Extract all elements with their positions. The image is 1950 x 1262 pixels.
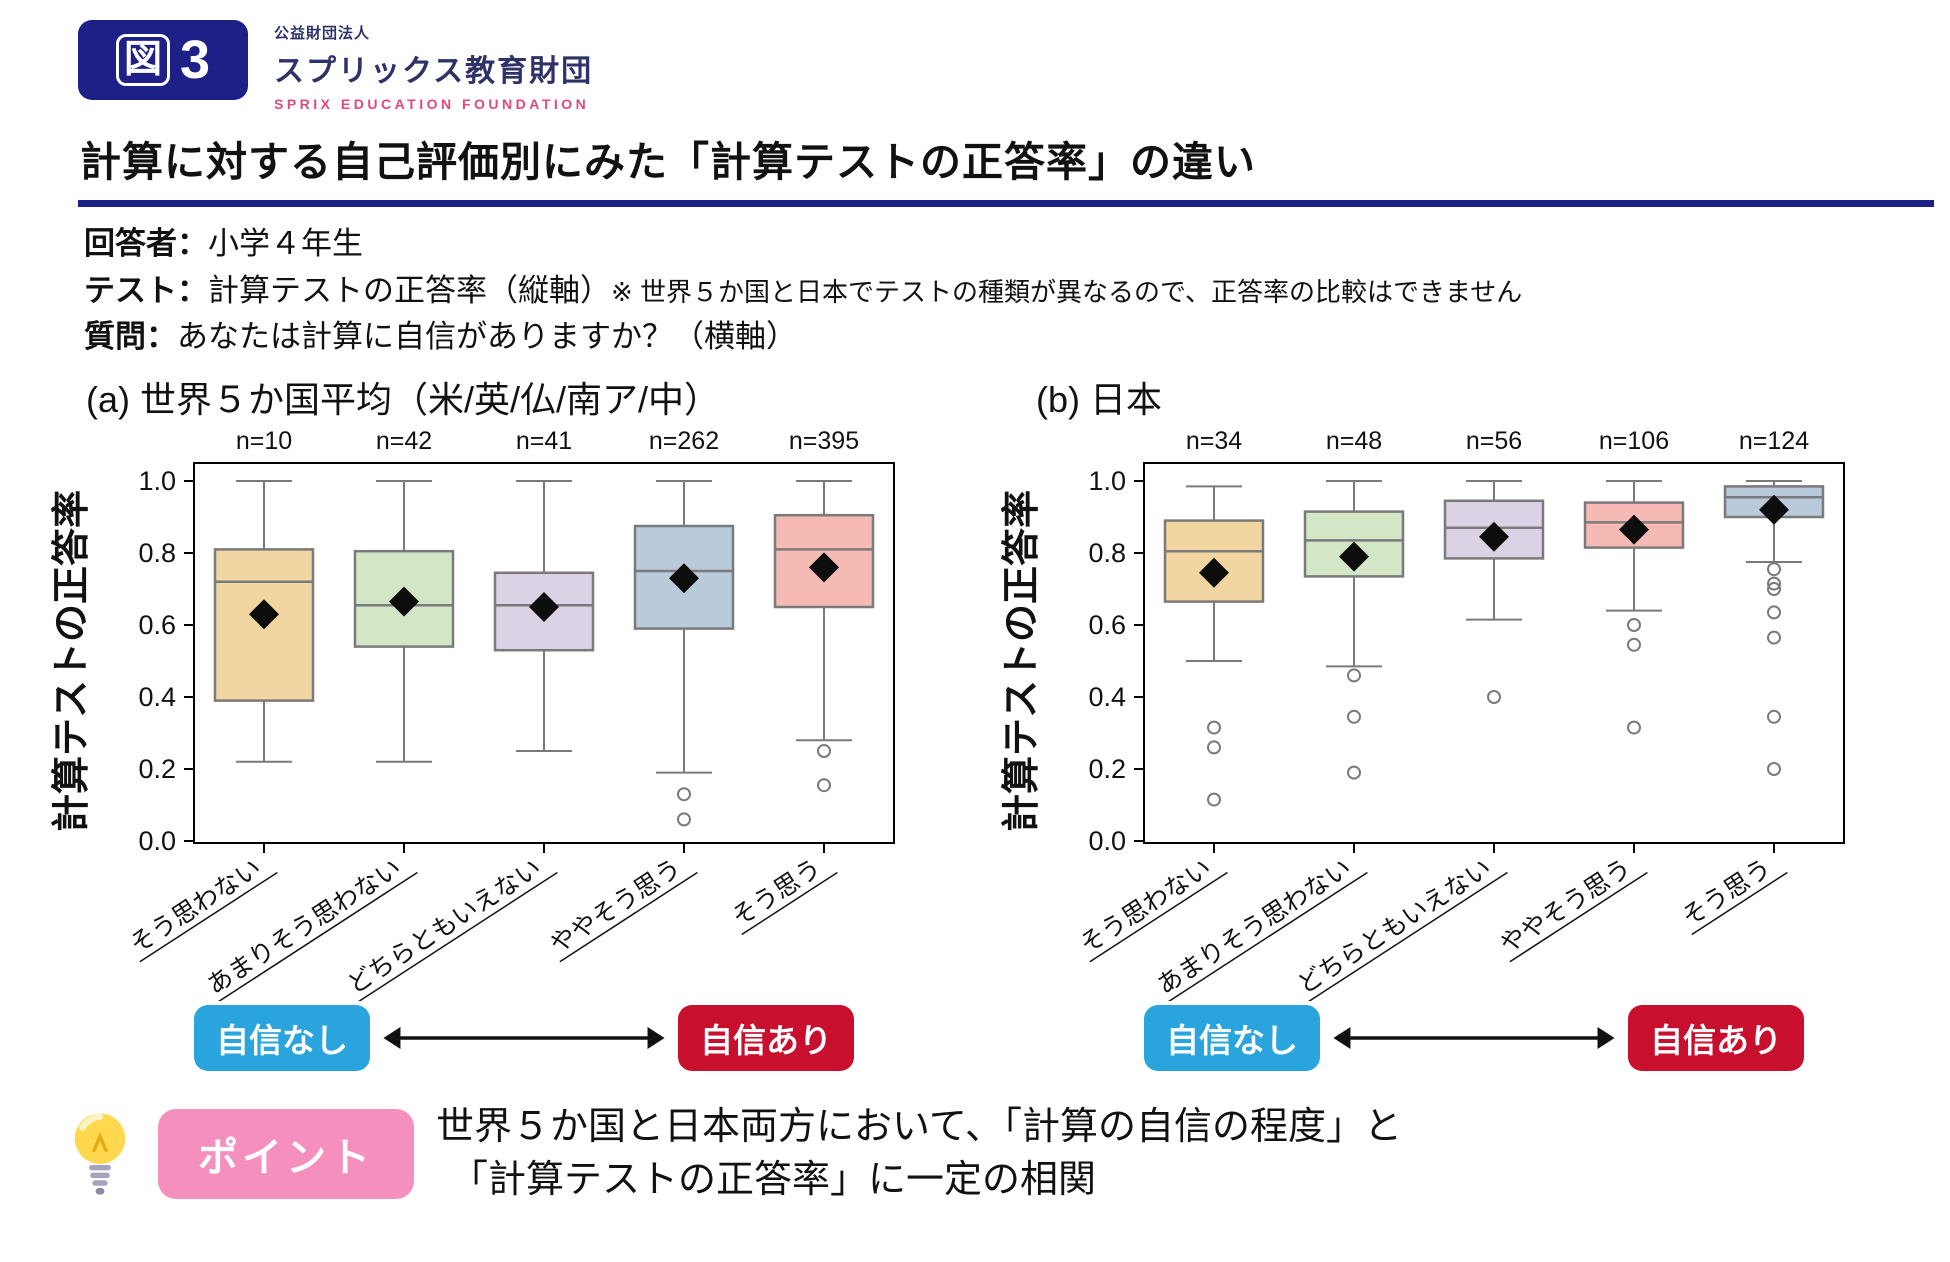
meta-respondent: 回答者：小学４年生 <box>84 221 1950 268</box>
panel-world-title-prefix: (a) <box>86 378 130 420</box>
meta-test: テスト：計算テストの正答率（縦軸）※ 世界５か国と日本でテストの種類が異なるので… <box>84 268 1950 315</box>
meta-test-value: 計算テストの正答率（縦軸） <box>208 272 611 308</box>
svg-text:0.4: 0.4 <box>1088 682 1126 712</box>
panel-japan-title: (b) 日本 <box>994 371 1944 423</box>
meta-test-note: ※ 世界５か国と日本でテストの種類が異なるので、正答率の比較はできません <box>611 276 1523 307</box>
boxplot-chart-japan: 0.0 0.2 0.4 0.6 0.8 1.0 計算テストの正答率 n=34 そう思わない n=4… <box>1001 427 1845 1001</box>
svg-text:そう思う: そう思う <box>727 853 826 931</box>
svg-text:0.0: 0.0 <box>138 826 176 856</box>
svg-text:ややそう思う: ややそう思う <box>545 853 686 958</box>
svg-text:n=10: n=10 <box>236 427 292 455</box>
svg-text:n=124: n=124 <box>1739 427 1809 455</box>
svg-text:計算テストの正答率: 計算テストの正答率 <box>1001 489 1043 831</box>
figure-kanji: 図 <box>115 34 170 86</box>
svg-text:n=48: n=48 <box>1326 427 1382 455</box>
title-underline <box>78 200 1934 207</box>
no-confidence-badge: 自信なし <box>1144 1004 1320 1071</box>
double-arrow-icon <box>1333 1026 1615 1049</box>
point-text-line1: 世界５か国と日本両方において、「計算の自信の程度」と <box>436 1105 1402 1148</box>
svg-text:そう思う: そう思う <box>1677 853 1776 931</box>
survey-meta: 回答者：小学４年生 テスト：計算テストの正答率（縦軸）※ 世界５か国と日本でテス… <box>0 207 1950 361</box>
no-confidence-badge: 自信なし <box>194 1004 370 1071</box>
confidence-badge: 自信あり <box>1628 1004 1804 1071</box>
double-arrow-icon <box>383 1026 665 1049</box>
logo-org-name-en: SPRIX EDUCATION FOUNDATION <box>274 96 590 112</box>
header: 図 3 公益財団法人 スプリックス教育財団 SPRIX EDUCATION FO… <box>0 0 1950 112</box>
meta-question-value: あなたは計算に自信がありますか？（横軸） <box>177 319 797 354</box>
svg-text:0.6: 0.6 <box>138 610 176 640</box>
boxplot-chart-world: 0.0 0.2 0.4 0.6 0.8 1.0 計算テストの正答率 n=10 そう思わない n=4… <box>51 427 895 1001</box>
svg-text:1.0: 1.0 <box>1088 466 1126 496</box>
panel-world-title: (a) 世界５か国平均（米/英/仏/南ア/中） <box>44 371 994 423</box>
confidence-badge: 自信あり <box>678 1004 854 1071</box>
meta-test-label: テスト： <box>84 272 208 308</box>
panel-japan-title-prefix: (b) <box>1036 378 1080 420</box>
confidence-scale-japan: 自信なし 自信あり <box>1144 1004 1804 1071</box>
svg-text:ややそう思う: ややそう思う <box>1495 853 1636 958</box>
panel-japan: (b) 日本 0.0 0.2 0.4 0.6 0.8 1.0 計算テストの正答率 n=34 そう… <box>994 371 1944 1071</box>
svg-text:そう思わない: そう思わない <box>1075 853 1216 958</box>
confidence-scale-world: 自信なし 自信あり <box>194 1004 854 1071</box>
point-text: 世界５か国と日本両方において、「計算の自信の程度」と 「計算テストの正答率」に一… <box>436 1101 1402 1209</box>
svg-text:0.2: 0.2 <box>1088 754 1126 784</box>
svg-text:n=262: n=262 <box>649 427 719 455</box>
svg-text:1.0: 1.0 <box>138 466 176 496</box>
lightbulb-icon <box>74 1113 126 1195</box>
svg-text:そう思わない: そう思わない <box>125 853 266 958</box>
svg-text:n=34: n=34 <box>1186 427 1242 455</box>
point-badge: ポイント <box>158 1109 414 1200</box>
logo-org-type: 公益財団法人 <box>274 25 371 42</box>
figure-number: 3 <box>179 30 211 90</box>
svg-text:0.4: 0.4 <box>138 682 176 712</box>
point-text-line2: 「計算テストの正答率」に一定の相関 <box>450 1159 1097 1202</box>
meta-respondent-value: 小学４年生 <box>208 226 363 261</box>
svg-text:計算テストの正答率: 計算テストの正答率 <box>51 489 93 831</box>
meta-question: 質問：あなたは計算に自信がありますか？（横軸） <box>84 314 1950 361</box>
page-title: 計算に対する自己評価別にみた「計算テストの正答率」の違い <box>80 139 1256 185</box>
panel-japan-title-text: 日本 <box>1090 378 1163 420</box>
svg-text:0.6: 0.6 <box>1088 610 1126 640</box>
svg-text:n=395: n=395 <box>789 427 859 455</box>
svg-text:0.8: 0.8 <box>1088 538 1126 568</box>
svg-text:0.8: 0.8 <box>138 538 176 568</box>
logo-org-name: スプリックス教育財団 <box>274 55 594 88</box>
svg-text:0.0: 0.0 <box>1088 826 1126 856</box>
svg-text:n=106: n=106 <box>1599 427 1669 455</box>
figure-number-badge: 図 3 <box>78 20 248 100</box>
svg-text:n=41: n=41 <box>516 427 572 455</box>
meta-respondent-label: 回答者： <box>84 226 208 261</box>
panel-world: (a) 世界５か国平均（米/英/仏/南ア/中） 0.0 0.2 0.4 0.6 0.8 1… <box>44 371 994 1071</box>
meta-question-label: 質問： <box>84 319 177 354</box>
svg-text:n=56: n=56 <box>1466 427 1522 455</box>
svg-text:n=42: n=42 <box>376 427 432 455</box>
panel-world-title-text: 世界５か国平均（米/英/仏/南ア/中） <box>140 378 721 420</box>
foundation-logo: 公益財団法人 スプリックス教育財団 SPRIX EDUCATION FOUNDA… <box>274 20 593 112</box>
svg-text:0.2: 0.2 <box>138 754 176 784</box>
charts-row: (a) 世界５か国平均（米/英/仏/南ア/中） 0.0 0.2 0.4 0.6 0.8 1… <box>0 361 1950 1071</box>
point-section: ポイント 世界５か国と日本両方において、「計算の自信の程度」と 「計算テストの正… <box>0 1071 1950 1209</box>
